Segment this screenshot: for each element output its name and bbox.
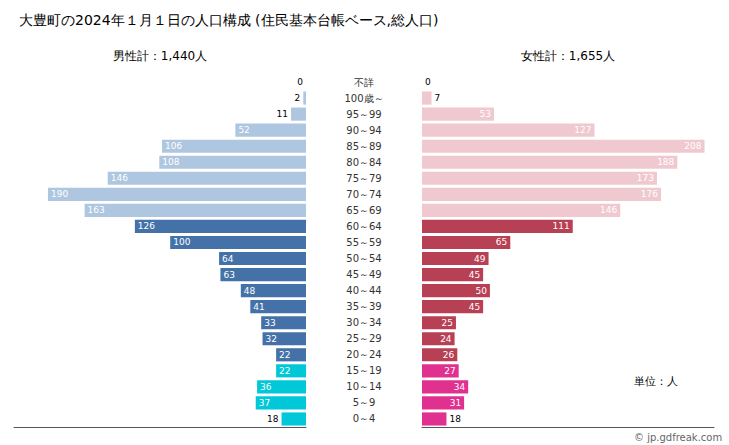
svg-text:© jp.gdfreak.com: © jp.gdfreak.com — [634, 432, 722, 443]
svg-text:111: 111 — [553, 221, 570, 231]
svg-text:50～54: 50～54 — [346, 253, 381, 264]
svg-text:不詳: 不詳 — [354, 77, 374, 88]
svg-text:75～79: 75～79 — [346, 173, 381, 184]
svg-text:64: 64 — [222, 254, 234, 264]
svg-text:65: 65 — [496, 237, 507, 247]
svg-text:146: 146 — [111, 173, 128, 183]
svg-text:25～29: 25～29 — [346, 333, 381, 344]
svg-text:126: 126 — [138, 221, 155, 231]
svg-text:127: 127 — [574, 125, 591, 135]
svg-text:55～59: 55～59 — [346, 237, 381, 248]
svg-text:11: 11 — [277, 109, 288, 119]
svg-text:49: 49 — [474, 254, 486, 264]
svg-text:108: 108 — [162, 157, 179, 167]
svg-text:33: 33 — [264, 318, 275, 328]
svg-text:208: 208 — [684, 141, 701, 151]
svg-text:163: 163 — [88, 205, 105, 215]
svg-text:35～39: 35～39 — [346, 301, 381, 312]
svg-text:95～99: 95～99 — [346, 109, 381, 120]
svg-text:65～69: 65～69 — [346, 205, 381, 216]
svg-text:70～74: 70～74 — [346, 189, 381, 200]
svg-text:60～64: 60～64 — [346, 221, 381, 232]
svg-text:18: 18 — [267, 414, 279, 424]
svg-text:45: 45 — [469, 302, 480, 312]
svg-text:100: 100 — [173, 237, 190, 247]
svg-text:男性計：1,440人: 男性計：1,440人 — [113, 49, 207, 63]
svg-text:2: 2 — [295, 93, 301, 103]
svg-text:5～9: 5～9 — [353, 397, 376, 408]
svg-text:0: 0 — [425, 77, 431, 87]
svg-text:190: 190 — [51, 189, 68, 199]
svg-text:25: 25 — [442, 318, 453, 328]
svg-text:単位：人: 単位：人 — [634, 375, 678, 388]
svg-text:32: 32 — [266, 334, 277, 344]
svg-text:100歳～: 100歳～ — [344, 93, 383, 104]
svg-text:48: 48 — [244, 286, 256, 296]
svg-text:36: 36 — [260, 382, 272, 392]
svg-text:30～34: 30～34 — [346, 317, 381, 328]
svg-text:52: 52 — [238, 125, 249, 135]
svg-text:26: 26 — [443, 350, 455, 360]
svg-text:45: 45 — [469, 270, 480, 280]
svg-text:173: 173 — [637, 173, 654, 183]
svg-text:106: 106 — [165, 141, 182, 151]
svg-text:176: 176 — [641, 189, 658, 199]
svg-text:45～49: 45～49 — [346, 269, 381, 280]
svg-text:85～89: 85～89 — [346, 141, 381, 152]
svg-text:22: 22 — [279, 366, 290, 376]
svg-text:15～19: 15～19 — [346, 365, 381, 376]
svg-text:41: 41 — [253, 302, 264, 312]
svg-text:0: 0 — [297, 77, 303, 87]
svg-text:31: 31 — [450, 398, 461, 408]
svg-text:63: 63 — [223, 270, 234, 280]
svg-text:27: 27 — [444, 366, 455, 376]
svg-text:146: 146 — [600, 205, 617, 215]
svg-text:10～14: 10～14 — [346, 381, 381, 392]
svg-text:37: 37 — [259, 398, 270, 408]
svg-text:34: 34 — [454, 382, 466, 392]
svg-text:大豊町の2024年１月１日の人口構成 (住民基本台帳ベース,: 大豊町の2024年１月１日の人口構成 (住民基本台帳ベース,総人口) — [19, 12, 438, 28]
svg-text:188: 188 — [657, 157, 674, 167]
svg-text:0～4: 0～4 — [353, 413, 376, 424]
svg-text:90～94: 90～94 — [346, 125, 381, 136]
svg-text:50: 50 — [475, 286, 487, 296]
svg-text:22: 22 — [279, 350, 290, 360]
svg-text:女性計：1,655人: 女性計：1,655人 — [521, 49, 615, 63]
svg-text:18: 18 — [449, 414, 461, 424]
svg-text:24: 24 — [440, 334, 452, 344]
svg-text:7: 7 — [435, 93, 441, 103]
svg-text:80～84: 80～84 — [346, 157, 381, 168]
svg-text:53: 53 — [480, 109, 491, 119]
svg-text:20～24: 20～24 — [346, 349, 381, 360]
svg-text:40～44: 40～44 — [346, 285, 381, 296]
